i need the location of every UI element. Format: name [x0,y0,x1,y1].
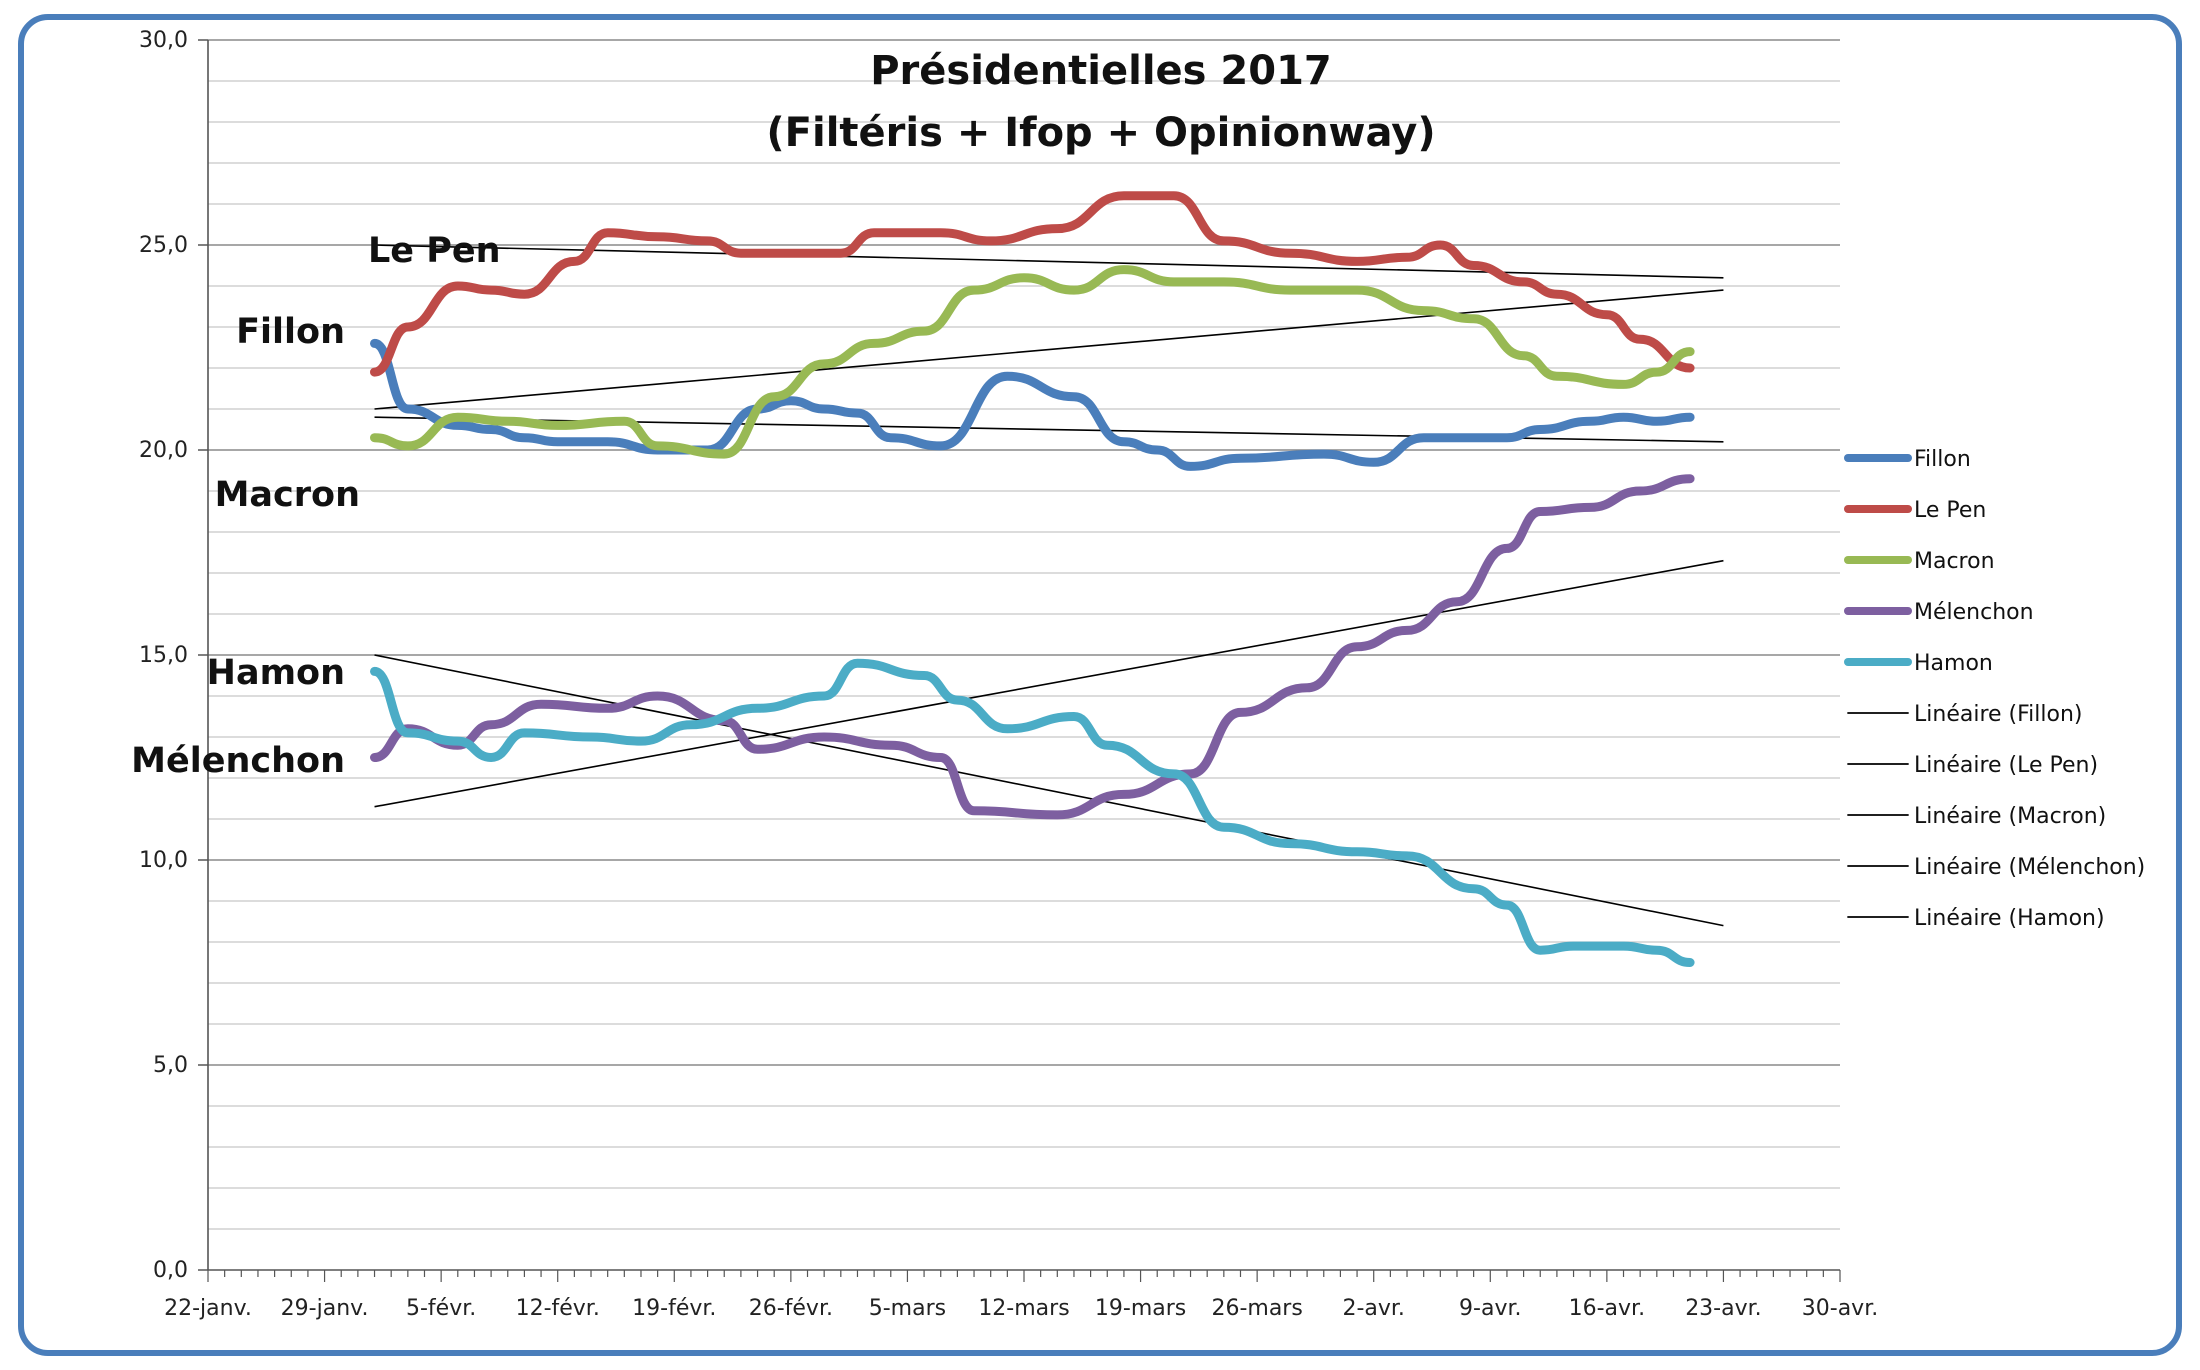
y-tick-label: 25,0 [139,233,188,258]
x-tick-label: 29-janv. [281,1296,369,1321]
series-line-fillon [370,338,1695,471]
series-line-hamon [370,658,1695,967]
x-tick-label: 26-mars [1211,1296,1302,1321]
x-tick-label: 12-févr. [516,1296,600,1321]
x-tick-label: 19-mars [1095,1296,1186,1321]
y-tick-label: 5,0 [153,1053,188,1078]
series-annotation: Macron [215,475,360,515]
legend-label: Linéaire (Macron) [1914,804,2106,829]
legend-label: Linéaire (Hamon) [1914,906,2105,931]
series-line-macron [370,265,1695,459]
legend-label: Mélenchon [1914,600,2034,625]
chart-subtitle: (Filtéris + Ifop + Opinionway) [766,110,1435,156]
x-tick-label: 9-avr. [1459,1296,1521,1321]
x-tick-label: 22-janv. [164,1296,252,1321]
legend-label: Fillon [1914,447,1971,472]
legend: Fillon Le Pen Macron Mélenchon Hamon Linéaire… [1844,447,2145,931]
grid-layer [208,39,1840,1230]
series-line-lepen [370,191,1695,377]
chart-frame [18,14,2182,1356]
y-tick-label: 0,0 [153,1258,188,1283]
y-tick-label: 30,0 [139,28,188,53]
series-layer [370,191,1695,967]
x-tick-label: 30-avr. [1802,1296,1878,1321]
x-tick-label: 5-mars [869,1296,946,1321]
x-tick-label: 16-avr. [1569,1296,1645,1321]
legend-label: Macron [1914,549,1995,574]
legend-label: Linéaire (Mélenchon) [1914,855,2145,880]
series-line-mélenchon [370,474,1695,820]
y-tick-label: 15,0 [139,643,188,668]
chart-title: Présidentielles 2017 [870,48,1332,94]
trendline-layer [374,244,1724,927]
series-annotation: Fillon [236,312,345,352]
legend-label: Linéaire (Le Pen) [1914,753,2098,778]
x-tick-label: 2-avr. [1342,1296,1404,1321]
y-tick-label: 20,0 [139,438,188,463]
y-tick-label: 10,0 [139,848,188,873]
legend-label: Le Pen [1914,498,1986,523]
series-annotation: Mélenchon [131,741,345,781]
series-annotation: Hamon [207,653,345,693]
x-tick-label: 19-févr. [632,1296,716,1321]
trendline-linéairemélenchon [374,559,1724,808]
axis-layer: 0,0 5,0 10,0 15,0 20,0 25,0 30,0 22-janv. 29-jan… [139,28,1878,1321]
legend-label: Linéaire (Fillon) [1914,702,2083,727]
x-tick-label: 26-févr. [749,1296,833,1321]
x-tick-label: 12-mars [978,1296,1069,1321]
x-tick-label: 23-avr. [1685,1296,1761,1321]
legend-label: Hamon [1914,651,1993,676]
trendline-linéairehamon [374,654,1724,927]
trendline-linéairemacron [374,289,1724,410]
series-annotation: Le Pen [368,231,501,271]
x-tick-label: 5-févr. [406,1296,476,1321]
annotation-layer: Le Pen Fillon Macron Hamon Mélenchon [131,231,500,781]
